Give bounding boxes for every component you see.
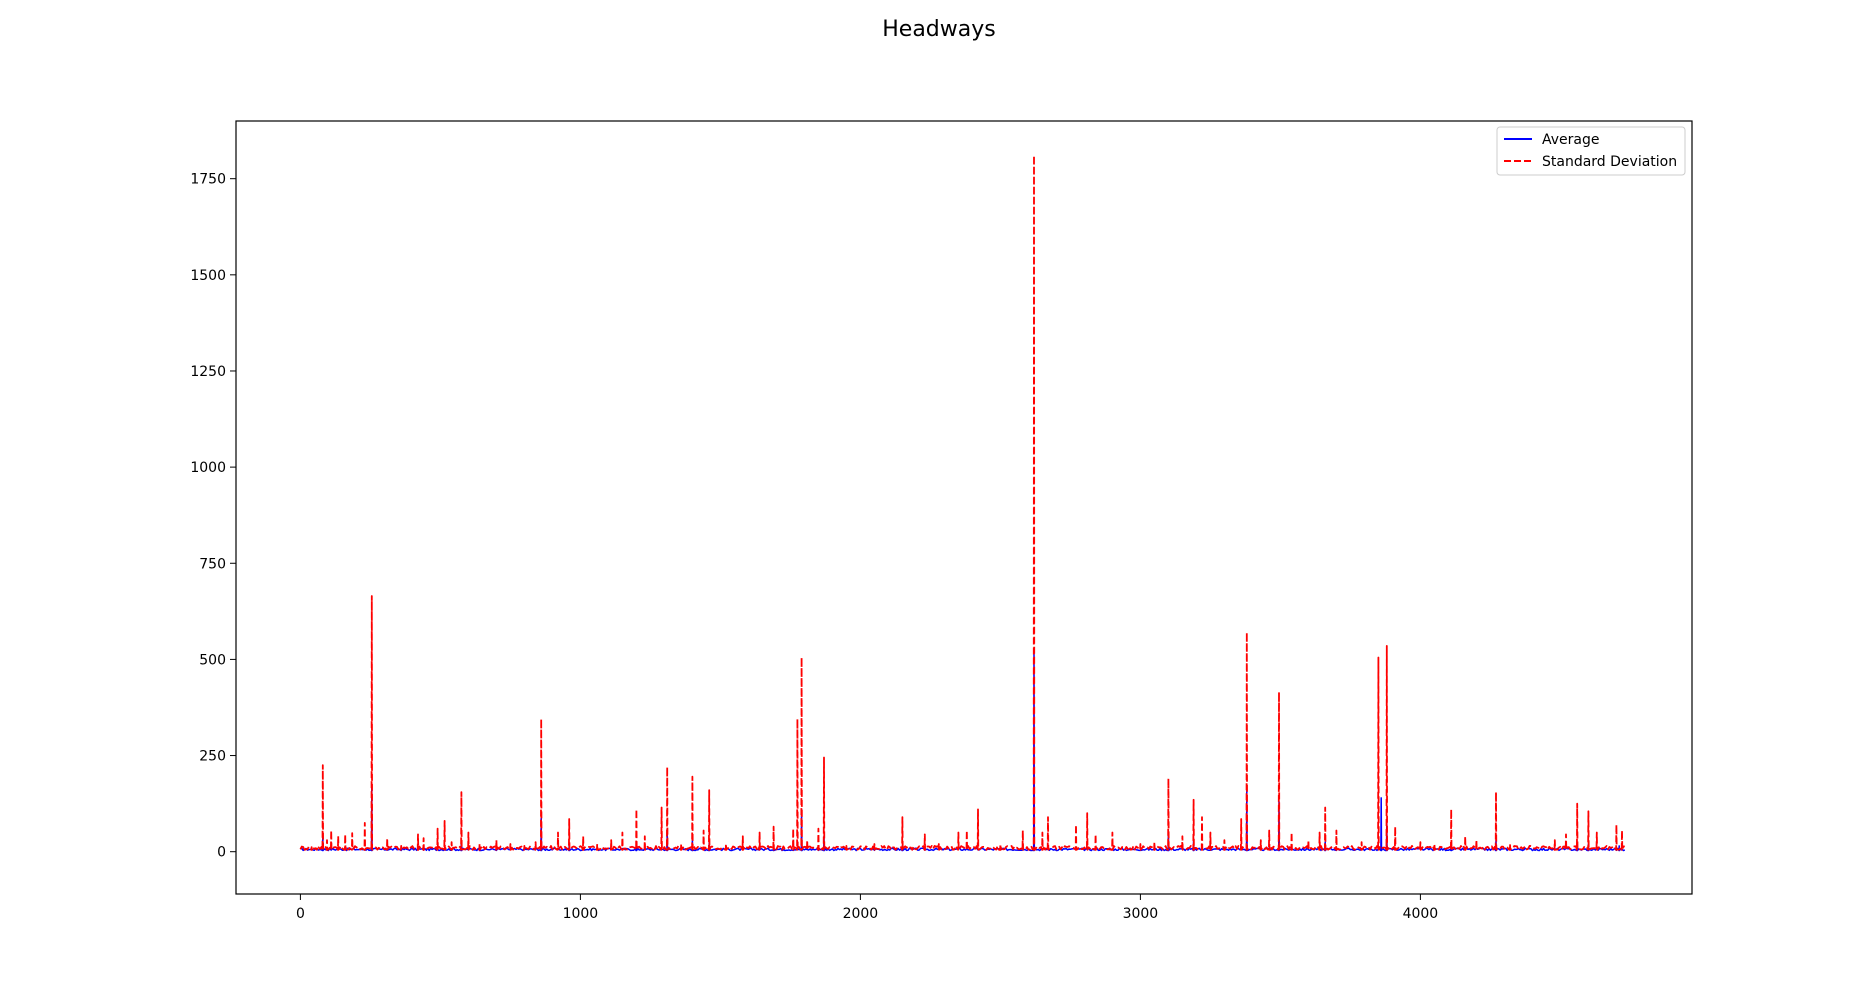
y-tick-label: 1250: [190, 364, 226, 380]
y-tick-label: 500: [199, 652, 226, 668]
x-tick-label: 4000: [1403, 906, 1439, 922]
legend-average-label: Average: [1542, 132, 1600, 148]
plot-area: [299, 154, 1626, 852]
x-tick-label: 1000: [563, 906, 599, 922]
legend-box: [1496, 126, 1686, 176]
series-std-line: [299, 154, 1625, 851]
x-axis: 0 1000 2000 3000 4000: [296, 894, 1438, 922]
legend-std-label: Standard Deviation: [1542, 154, 1677, 170]
y-tick-label: 1750: [190, 172, 226, 188]
y-tick-label: 750: [199, 556, 226, 572]
y-axis: 0 250 500 750 1000 1250 1500 1750: [190, 172, 236, 861]
plot-frame: [235, 120, 1693, 895]
x-tick-label: 3000: [1123, 906, 1159, 922]
y-tick-label: 250: [199, 749, 226, 765]
chart-title: Headways: [882, 17, 995, 42]
y-tick-label: 0: [217, 845, 226, 861]
y-tick-label: 1500: [190, 268, 226, 284]
y-tick-label: 1000: [190, 460, 226, 476]
legend: Average Standard Deviation: [1496, 126, 1686, 176]
x-tick-label: 0: [296, 906, 305, 922]
x-tick-label: 2000: [843, 906, 879, 922]
